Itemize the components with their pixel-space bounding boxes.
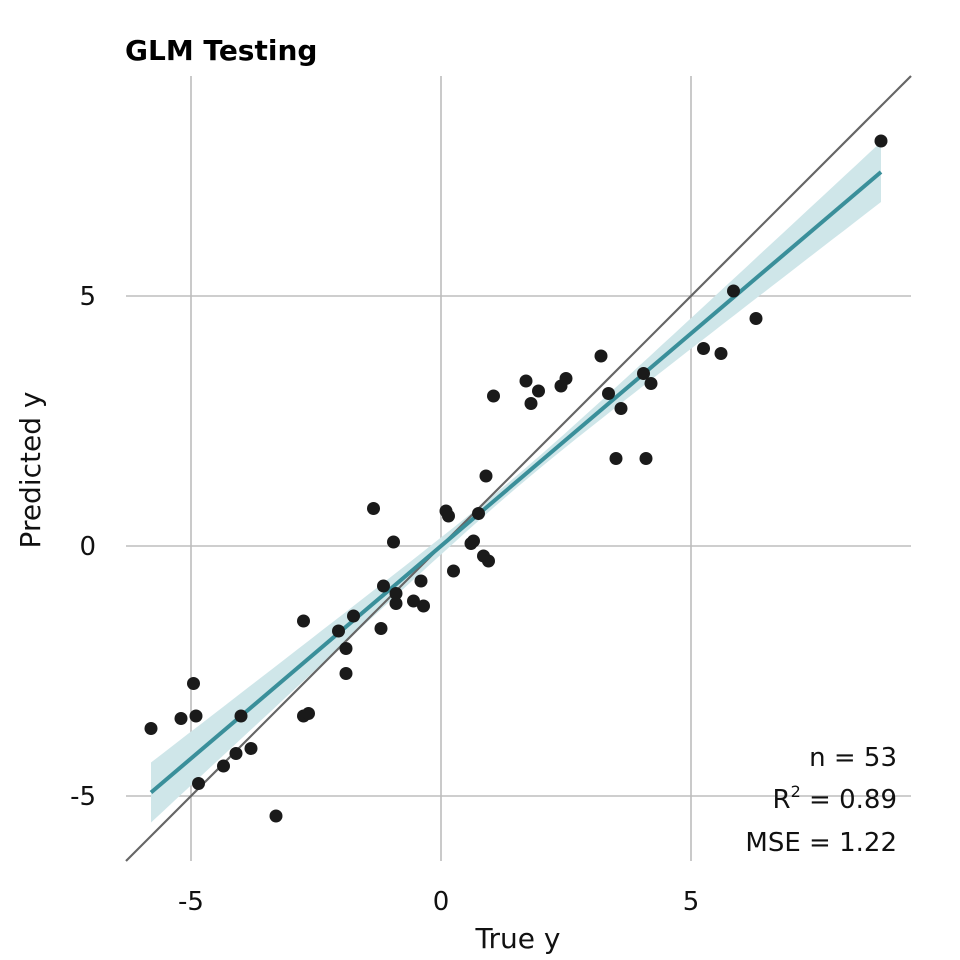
fit-line (149, 170, 883, 795)
chart-title: GLM Testing (125, 34, 317, 67)
y-tick-label: -5 (70, 782, 96, 812)
data-point (602, 387, 615, 400)
data-point (472, 507, 485, 520)
y-tick-labels: -5 0 5 (70, 282, 96, 812)
stat-r2-superscript: 2 (791, 782, 801, 801)
data-point (727, 284, 740, 298)
stat-n: n = 53 (809, 743, 897, 773)
data-point (244, 742, 258, 755)
stat-r2: R2 = 0.89 (773, 782, 897, 815)
x-tick-label: 0 (433, 887, 450, 917)
data-point (302, 707, 315, 720)
data-point (644, 377, 658, 390)
stats-annotation: n = 53 R2 = 0.89 MSE = 1.22 (745, 743, 897, 858)
data-point (389, 597, 403, 610)
data-point (417, 599, 430, 613)
data-point (389, 587, 403, 600)
stat-mse: MSE = 1.22 (745, 828, 897, 858)
stat-r2-prefix: R (773, 785, 791, 815)
data-point (524, 397, 538, 410)
data-point (187, 677, 200, 690)
data-point (414, 574, 428, 588)
data-point (144, 722, 158, 735)
data-point (482, 554, 495, 568)
x-tick-label: -5 (178, 887, 204, 917)
data-point (234, 709, 248, 723)
y-axis-title: Predicted y (14, 392, 47, 549)
stat-r2-value: = 0.89 (801, 785, 897, 815)
data-point (639, 452, 653, 465)
data-points (144, 134, 888, 823)
data-point (479, 469, 493, 483)
data-point (532, 384, 545, 398)
data-point (609, 452, 623, 465)
data-point (407, 594, 420, 608)
data-point (297, 614, 310, 628)
y-tick-label: 5 (79, 282, 96, 312)
data-point (339, 642, 353, 655)
data-point (487, 389, 500, 403)
data-point (189, 709, 203, 723)
data-point (697, 342, 710, 355)
data-point (594, 349, 608, 363)
x-axis-title: True y (475, 922, 561, 955)
data-point (374, 622, 388, 635)
y-tick-label: 0 (79, 532, 96, 562)
data-point (447, 564, 460, 578)
data-point (339, 667, 353, 680)
data-point (347, 609, 360, 623)
data-point (614, 402, 628, 415)
data-point (174, 712, 188, 725)
x-tick-label: 5 (683, 887, 700, 917)
data-point (377, 579, 390, 593)
identity-reference-line (125, 75, 912, 862)
identity-line (125, 75, 912, 862)
data-point (559, 372, 573, 385)
data-point (387, 535, 400, 549)
data-point (442, 509, 455, 523)
data-point (332, 624, 345, 638)
data-point (714, 347, 728, 360)
data-point (192, 777, 205, 790)
data-point (519, 374, 533, 388)
regression-line (149, 170, 883, 795)
data-point (749, 312, 763, 325)
data-point (367, 502, 380, 515)
data-point (874, 134, 888, 148)
grid-lines (126, 76, 911, 861)
data-point (467, 534, 480, 548)
x-tick-labels: -5 0 5 (178, 887, 699, 917)
data-point (229, 747, 243, 760)
data-point (269, 809, 283, 823)
data-point (637, 367, 650, 380)
data-point (217, 759, 230, 773)
